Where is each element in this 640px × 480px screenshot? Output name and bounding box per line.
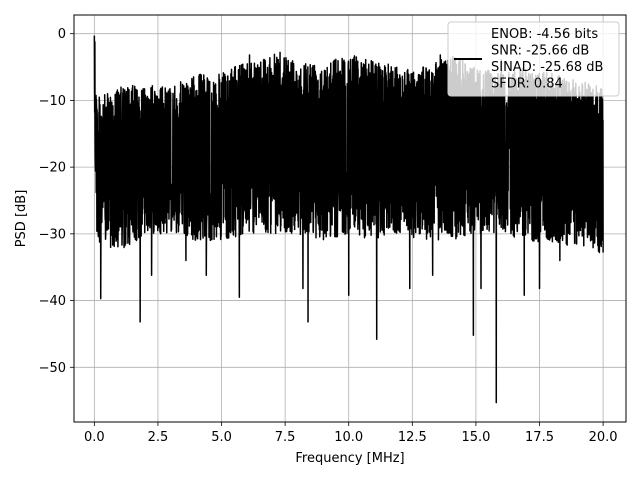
legend-text-line: SFDR: 0.84: [491, 77, 563, 92]
x-tick-label: 7.5: [275, 430, 296, 445]
legend-box: [447, 21, 620, 97]
x-tick-label: 20.0: [589, 430, 618, 445]
x-tick-label: 10.0: [334, 430, 363, 445]
legend-text-line: SNR: -25.66 dB: [491, 44, 589, 59]
y-tick-label: −20: [39, 161, 66, 176]
x-tick-label: 12.5: [398, 430, 427, 445]
x-tick-label: 15.0: [461, 430, 490, 445]
x-tick-label: 17.5: [525, 430, 554, 445]
x-tick-label: 5.0: [211, 430, 232, 445]
x-axis-label: Frequency [MHz]: [295, 451, 404, 466]
legend: ENOB: -4.56 bits SNR: -25.66 dB SINAD: -25…: [447, 21, 620, 97]
y-axis-label: PSD [dB]: [14, 190, 29, 248]
x-tick-label: 0.0: [84, 430, 105, 445]
y-tick-label: 0: [58, 27, 66, 42]
y-tick-label: −10: [39, 94, 66, 109]
legend-entry-label: ENOB: -4.56 bits SNR: -25.66 dB SINAD: -25…: [491, 27, 603, 92]
x-tick-label: 2.5: [148, 430, 169, 445]
psd-series-line: [93, 35, 604, 404]
plot-frame: [73, 14, 627, 423]
y-tick-label: −50: [39, 361, 66, 376]
psd-trace: [93, 35, 604, 404]
y-tick-label: −30: [39, 227, 66, 242]
legend-text-line: ENOB: -4.56 bits: [491, 27, 598, 42]
y-tick-label: −40: [39, 294, 66, 309]
axis-ticks: 0.0 2.5 5.0 7.5 10.0 12.5 15.0 17.5 20.0 0 −10 −20 −…: [39, 27, 618, 445]
legend-text-line: SINAD: -25.68 dB: [491, 60, 603, 75]
